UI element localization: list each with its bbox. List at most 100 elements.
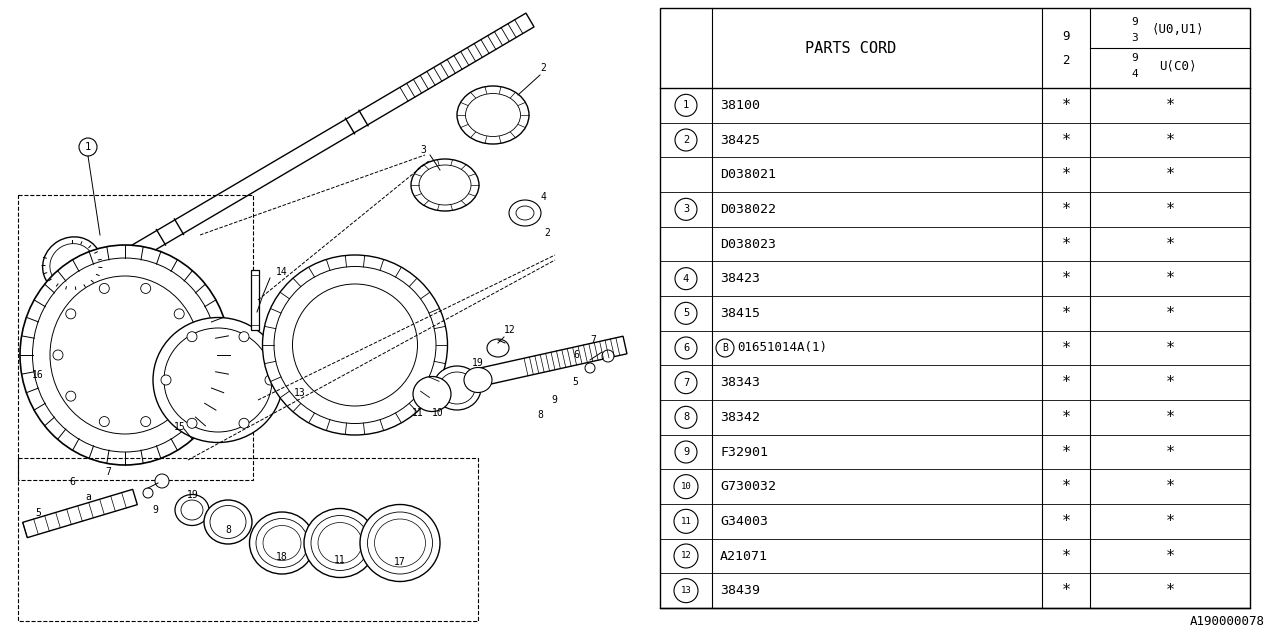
- Text: D038021: D038021: [719, 168, 776, 181]
- Circle shape: [141, 284, 151, 293]
- Circle shape: [100, 417, 109, 427]
- Ellipse shape: [180, 500, 204, 520]
- Circle shape: [602, 350, 614, 362]
- Ellipse shape: [262, 255, 448, 435]
- Bar: [660, 8, 1251, 608]
- Ellipse shape: [413, 376, 451, 412]
- Text: *: *: [1165, 167, 1175, 182]
- Text: *: *: [1165, 583, 1175, 598]
- Bar: [18, 458, 477, 621]
- Text: D038022: D038022: [719, 203, 776, 216]
- Circle shape: [174, 391, 184, 401]
- Ellipse shape: [375, 519, 425, 567]
- Text: 2: 2: [682, 135, 689, 145]
- Text: 8: 8: [538, 410, 543, 420]
- Text: *: *: [1165, 340, 1175, 355]
- Text: D038023: D038023: [719, 237, 776, 250]
- Ellipse shape: [465, 367, 492, 392]
- Text: *: *: [1165, 410, 1175, 425]
- Ellipse shape: [360, 504, 440, 582]
- Text: 18: 18: [276, 552, 288, 562]
- Text: 2: 2: [544, 228, 550, 238]
- Text: 9: 9: [682, 447, 689, 457]
- Text: 01651014A(1): 01651014A(1): [737, 342, 827, 355]
- Text: G730032: G730032: [719, 480, 776, 493]
- Circle shape: [585, 363, 595, 373]
- Text: F32901: F32901: [719, 445, 768, 458]
- Circle shape: [100, 284, 109, 293]
- Text: 8: 8: [682, 412, 689, 422]
- Ellipse shape: [262, 525, 301, 561]
- Ellipse shape: [516, 206, 534, 220]
- Ellipse shape: [411, 159, 479, 211]
- Ellipse shape: [274, 266, 436, 424]
- Circle shape: [161, 375, 172, 385]
- Text: *: *: [1061, 548, 1070, 563]
- Text: a: a: [84, 492, 91, 502]
- Ellipse shape: [32, 258, 218, 452]
- Ellipse shape: [457, 86, 529, 144]
- Ellipse shape: [509, 200, 541, 226]
- Text: 2: 2: [1062, 54, 1070, 67]
- Text: *: *: [1061, 306, 1070, 321]
- Text: G34003: G34003: [719, 515, 768, 528]
- Text: 38343: 38343: [719, 376, 760, 389]
- Text: 5: 5: [682, 308, 689, 318]
- Text: *: *: [1061, 583, 1070, 598]
- Ellipse shape: [293, 284, 417, 406]
- Text: *: *: [1061, 98, 1070, 113]
- Circle shape: [52, 350, 63, 360]
- Ellipse shape: [50, 244, 95, 286]
- Text: 3: 3: [420, 145, 426, 155]
- Text: 4: 4: [1132, 68, 1138, 79]
- Text: 38425: 38425: [719, 134, 760, 147]
- Text: 5: 5: [35, 508, 41, 518]
- Text: PARTS CORD: PARTS CORD: [805, 40, 896, 56]
- Circle shape: [187, 350, 197, 360]
- Text: 38342: 38342: [719, 411, 760, 424]
- Text: *: *: [1165, 479, 1175, 494]
- Ellipse shape: [317, 522, 362, 563]
- Text: A190000078: A190000078: [1190, 615, 1265, 628]
- Text: 11: 11: [334, 555, 346, 565]
- Text: *: *: [1165, 202, 1175, 217]
- Circle shape: [65, 309, 76, 319]
- Ellipse shape: [20, 245, 230, 465]
- Ellipse shape: [256, 518, 308, 568]
- Text: *: *: [1061, 340, 1070, 355]
- Text: 8: 8: [225, 525, 230, 535]
- Text: *: *: [1061, 271, 1070, 286]
- Ellipse shape: [311, 515, 369, 570]
- Text: 4: 4: [682, 274, 689, 284]
- Text: 38423: 38423: [719, 272, 760, 285]
- Text: 19: 19: [472, 358, 484, 368]
- Text: 12: 12: [504, 325, 516, 335]
- Text: *: *: [1061, 479, 1070, 494]
- Text: 12: 12: [681, 552, 691, 561]
- Text: 11: 11: [681, 517, 691, 526]
- Text: 38415: 38415: [719, 307, 760, 320]
- Polygon shape: [76, 13, 534, 292]
- Text: 13: 13: [681, 586, 691, 595]
- Text: *: *: [1061, 514, 1070, 529]
- Ellipse shape: [433, 366, 481, 410]
- Circle shape: [174, 309, 184, 319]
- Text: *: *: [1061, 237, 1070, 252]
- Polygon shape: [443, 336, 627, 394]
- Text: 9: 9: [1132, 17, 1138, 28]
- Text: 10: 10: [433, 408, 444, 418]
- Ellipse shape: [175, 495, 209, 525]
- Text: 1: 1: [84, 142, 91, 152]
- Ellipse shape: [154, 317, 283, 442]
- Text: 5: 5: [572, 377, 579, 387]
- Ellipse shape: [305, 509, 376, 577]
- Text: 13: 13: [294, 388, 306, 398]
- Text: 10: 10: [681, 482, 691, 491]
- Text: *: *: [1165, 375, 1175, 390]
- Text: B: B: [722, 343, 728, 353]
- Text: 2: 2: [540, 63, 547, 73]
- Text: 14: 14: [276, 267, 288, 277]
- Text: 17: 17: [394, 557, 406, 567]
- Ellipse shape: [367, 512, 433, 574]
- Ellipse shape: [466, 93, 521, 136]
